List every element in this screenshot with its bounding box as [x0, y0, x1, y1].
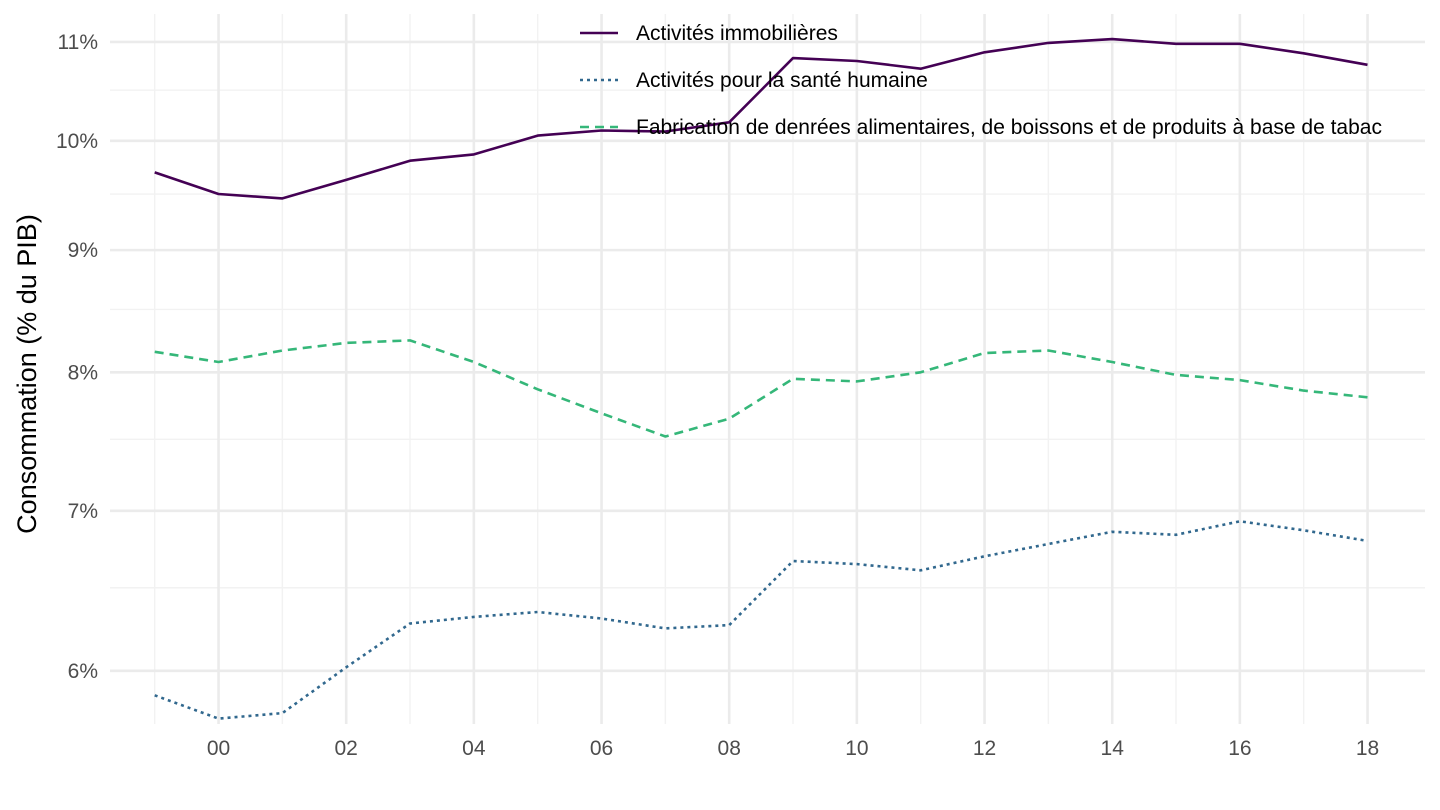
y-tick-label: 11%: [58, 31, 98, 54]
x-tick-label: 08: [718, 737, 741, 760]
legend-label-3: Fabrication de denrées alimentaires, de …: [636, 116, 1382, 139]
y-axis-tick-labels: 6% 7% 8% 9% 10% 11%: [56, 31, 98, 683]
x-tick-label: 10: [845, 737, 868, 760]
y-tick-label: 9%: [68, 239, 98, 262]
minor-gridlines: [110, 14, 1425, 724]
x-tick-label: 04: [462, 737, 486, 760]
series-line-3: [154, 339, 1368, 438]
y-tick-label: 10%: [56, 130, 98, 153]
x-axis-tick-labels: 00 02 04 06 08 10 12 14 16 18: [207, 737, 1379, 760]
x-tick-label: 12: [973, 737, 996, 760]
legend-label-1: Activités immobilières: [636, 22, 838, 45]
series-line-1: [154, 37, 1368, 200]
y-tick-label: 8%: [68, 361, 98, 384]
series-lines: [154, 37, 1368, 720]
major-gridlines: [110, 14, 1425, 724]
x-tick-label: 06: [590, 737, 613, 760]
x-tick-label: 02: [335, 737, 358, 760]
y-tick-label: 7%: [68, 500, 98, 523]
x-tick-label: 18: [1356, 737, 1379, 760]
series-line-2: [154, 520, 1368, 720]
legend-label-2: Activités pour la santé humaine: [636, 69, 928, 92]
x-tick-label: 14: [1101, 737, 1125, 760]
y-tick-label: 6%: [68, 660, 98, 683]
x-tick-label: 00: [207, 737, 230, 760]
x-tick-label: 16: [1228, 737, 1251, 760]
y-axis-title: Consommation (% du PIB): [12, 214, 42, 534]
legend: Activités immobilières Activités pour la …: [580, 22, 1382, 139]
